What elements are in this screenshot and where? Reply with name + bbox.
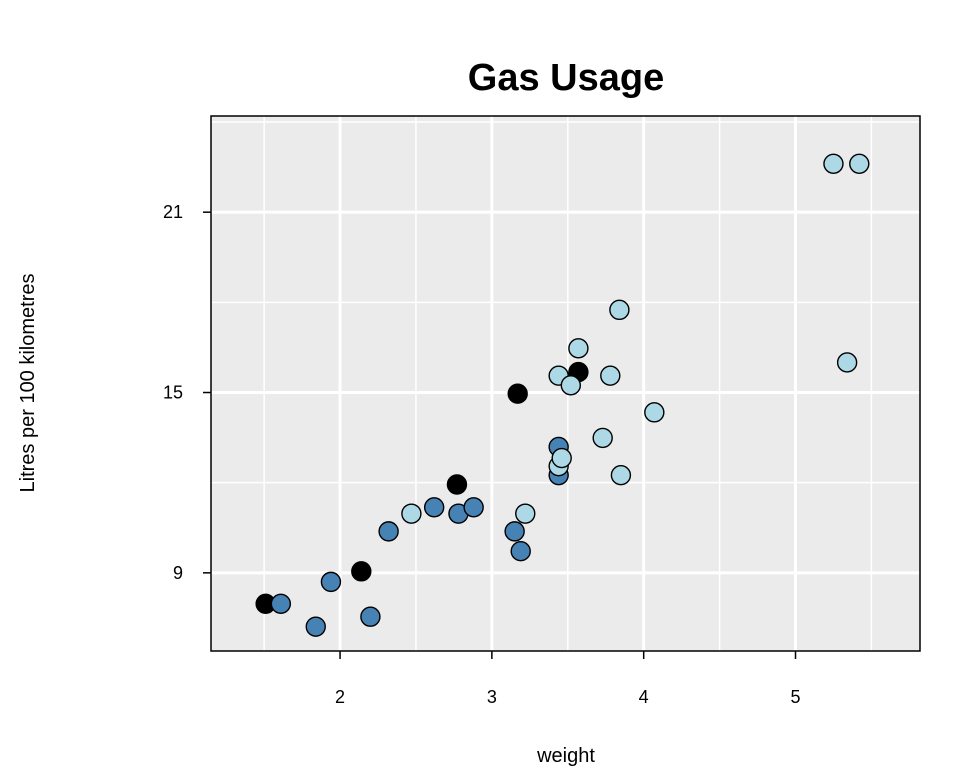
data-point	[360, 606, 381, 627]
data-point	[644, 402, 665, 423]
data-point	[510, 541, 531, 562]
data-point	[446, 474, 468, 495]
data-point	[551, 447, 572, 469]
data-point	[849, 153, 870, 174]
data-point	[305, 616, 326, 637]
data-point	[351, 561, 372, 582]
data-point	[401, 503, 422, 524]
data-point	[592, 427, 613, 449]
data-point	[560, 375, 582, 396]
x-axis-label: weight	[536, 745, 595, 767]
data-point	[507, 383, 528, 404]
data-point	[270, 593, 292, 615]
data-point	[836, 352, 858, 373]
y-axis-ticks: 9 15 21	[163, 202, 211, 583]
data-point	[823, 153, 844, 174]
data-point	[610, 464, 632, 486]
data-point	[600, 365, 621, 386]
x-tick-label: 3	[487, 687, 497, 707]
data-point	[320, 571, 342, 593]
chart-title: Gas Usage	[468, 57, 664, 99]
y-tick-label: 21	[163, 202, 183, 222]
y-tick-label: 9	[173, 563, 183, 583]
plot-border	[210, 115, 921, 652]
data-point	[568, 338, 589, 359]
data-points	[255, 153, 870, 637]
y-axis-label: Litres per 100 kilometres	[17, 274, 39, 493]
data-point	[423, 497, 445, 518]
x-tick-label: 2	[335, 687, 345, 707]
y-tick-label: 15	[163, 383, 183, 403]
data-point	[609, 299, 630, 321]
x-tick-label: 4	[639, 687, 649, 707]
data-point	[515, 503, 536, 524]
x-axis-ticks: 2 3 4 5	[335, 651, 801, 707]
data-point	[378, 521, 399, 542]
data-point	[463, 497, 484, 518]
x-tick-label: 5	[790, 687, 800, 707]
data-point	[504, 521, 525, 542]
